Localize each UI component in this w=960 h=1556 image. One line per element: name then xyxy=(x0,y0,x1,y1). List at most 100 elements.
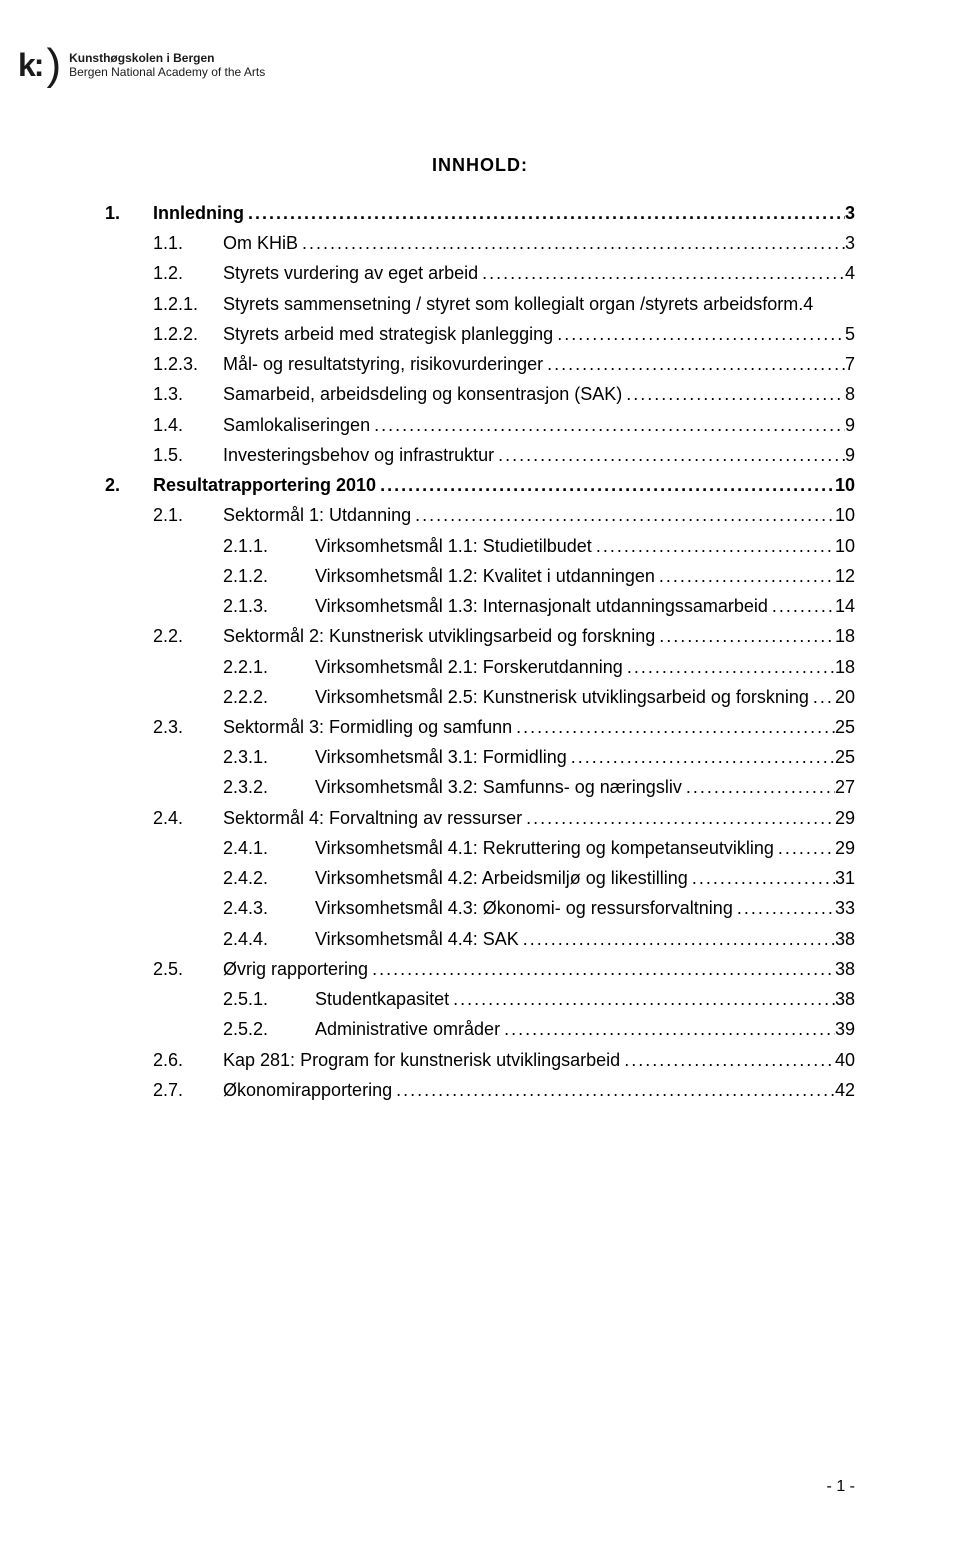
toc-dots: ........................................… xyxy=(478,258,845,288)
toc-entry: 1.2.Styrets vurdering av eget arbeid....… xyxy=(105,258,855,288)
toc-number: 2.5.2. xyxy=(223,1014,315,1044)
toc-dots: ........................................… xyxy=(543,349,845,379)
toc-page: 39 xyxy=(835,1014,855,1044)
toc-entry: 2.4.1.Virksomhetsmål 4.1: Rekruttering o… xyxy=(105,833,855,863)
toc-entry: 2.1.1.Virksomhetsmål 1.1: Studietilbudet… xyxy=(105,531,855,561)
toc-entry: 2.5.Øvrig rapportering..................… xyxy=(105,954,855,984)
toc-number: 2.4.2. xyxy=(223,863,315,893)
toc-text: Styrets arbeid med strategisk planleggin… xyxy=(223,319,553,349)
toc-text: Virksomhetsmål 2.5: Kunstnerisk utviklin… xyxy=(315,682,809,712)
toc-text: Sektormål 2: Kunstnerisk utviklingsarbei… xyxy=(223,621,655,651)
toc-text: Virksomhetsmål 4.3: Økonomi- og ressursf… xyxy=(315,893,733,923)
toc-entry: 2.7.Økonomirapportering.................… xyxy=(105,1075,855,1105)
toc-number: 1.2.2. xyxy=(153,319,223,349)
toc-text: Investeringsbehov og infrastruktur xyxy=(223,440,494,470)
toc-dots: ........................................… xyxy=(368,954,835,984)
toc-page: 9 xyxy=(845,410,855,440)
toc-page: 14 xyxy=(835,591,855,621)
toc-entry: 2.2.1.Virksomhetsmål 2.1: Forskerutdanni… xyxy=(105,652,855,682)
toc-number: 2.2. xyxy=(153,621,223,651)
toc-page: 20 xyxy=(835,682,855,712)
toc-dots: ........................................… xyxy=(620,1045,835,1075)
toc-dots: ........................................… xyxy=(244,198,845,228)
toc-dots: ........................................… xyxy=(622,379,845,409)
toc-page: 10 xyxy=(835,531,855,561)
toc-page: 27 xyxy=(835,772,855,802)
toc-number: 1. xyxy=(105,198,153,228)
toc-text: Kap 281: Program for kunstnerisk utvikli… xyxy=(223,1045,620,1075)
toc-number: 2.5.1. xyxy=(223,984,315,1014)
toc-entry: 1.3.Samarbeid, arbeidsdeling og konsentr… xyxy=(105,379,855,409)
content: INNHOLD: 1.Innledning...................… xyxy=(105,155,855,1105)
toc-number: 1.2.3. xyxy=(153,349,223,379)
toc-dots: ........................................… xyxy=(623,652,835,682)
toc-entry: 1.4.Samlokaliseringen...................… xyxy=(105,410,855,440)
toc-page: 38 xyxy=(835,954,855,984)
toc-dots: ........................................… xyxy=(500,1014,835,1044)
toc-page: 42 xyxy=(835,1075,855,1105)
toc-page: 31 xyxy=(835,863,855,893)
toc-dots: ........................................… xyxy=(768,591,835,621)
toc-number: 2.1.3. xyxy=(223,591,315,621)
toc-text: Resultatrapportering 2010 xyxy=(153,470,376,500)
toc-entry: 2.2.Sektormål 2: Kunstnerisk utviklingsa… xyxy=(105,621,855,651)
toc-dots: ........................................… xyxy=(688,863,835,893)
toc-entry: 2.Resultatrapportering 2010.............… xyxy=(105,470,855,500)
toc-dots: ........................................… xyxy=(592,531,835,561)
toc-number: 2.3. xyxy=(153,712,223,742)
toc-text: Sektormål 4: Forvaltning av ressurser xyxy=(223,803,522,833)
toc-number: 1.2.1. xyxy=(153,289,223,319)
toc-text: Virksomhetsmål 2.1: Forskerutdanning xyxy=(315,652,623,682)
toc-page: 4 xyxy=(845,258,855,288)
toc-entry: 1.2.3.Mål- og resultatstyring, risikovur… xyxy=(105,349,855,379)
toc-entry: 2.1.2.Virksomhetsmål 1.2: Kvalitet i utd… xyxy=(105,561,855,591)
header: k: ) Kunsthøgskolen i Bergen Bergen Nati… xyxy=(18,40,265,90)
toc-number: 1.5. xyxy=(153,440,223,470)
toc-text: Øvrig rapportering xyxy=(223,954,368,984)
toc-entry: 1.2.1.Styrets sammensetning / styret som… xyxy=(105,289,855,319)
toc-entry: 2.3.Sektormål 3: Formidling og samfunn..… xyxy=(105,712,855,742)
page-number: - 1 - xyxy=(827,1478,855,1496)
toc-page: 29 xyxy=(835,833,855,863)
logo-k-icon: k: xyxy=(18,47,42,84)
table-of-contents: 1.Innledning............................… xyxy=(105,198,855,1105)
toc-dots: ........................................… xyxy=(655,561,835,591)
toc-page: 10 xyxy=(835,470,855,500)
toc-text: Virksomhetsmål 4.2: Arbeidsmiljø og like… xyxy=(315,863,688,893)
toc-number: 2.2.2. xyxy=(223,682,315,712)
toc-text: Sektormål 1: Utdanning xyxy=(223,500,411,530)
org-names: Kunsthøgskolen i Bergen Bergen National … xyxy=(69,51,265,80)
toc-dots: ........................................… xyxy=(494,440,845,470)
toc-entry: 1.1.Om KHiB.............................… xyxy=(105,228,855,258)
toc-page: 9 xyxy=(845,440,855,470)
toc-text: Mål- og resultatstyring, risikovurdering… xyxy=(223,349,543,379)
toc-text: Studentkapasitet xyxy=(315,984,449,1014)
toc-page: 40 xyxy=(835,1045,855,1075)
toc-dots: ........................................… xyxy=(519,924,835,954)
toc-number: 2.6. xyxy=(153,1045,223,1075)
toc-page: 12 xyxy=(835,561,855,591)
toc-text: Om KHiB xyxy=(223,228,298,258)
toc-page: 3 xyxy=(845,228,855,258)
toc-number: 1.3. xyxy=(153,379,223,409)
toc-page: 5 xyxy=(845,319,855,349)
toc-entry: 2.1.Sektormål 1: Utdanning..............… xyxy=(105,500,855,530)
toc-number: 2.3.1. xyxy=(223,742,315,772)
toc-entry: 1.2.2.Styrets arbeid med strategisk plan… xyxy=(105,319,855,349)
toc-dots: ........................................… xyxy=(774,833,835,863)
toc-entry: 2.4.Sektormål 4: Forvaltning av ressurse… xyxy=(105,803,855,833)
toc-text: Virksomhetsmål 1.1: Studietilbudet xyxy=(315,531,592,561)
toc-page: 25 xyxy=(835,742,855,772)
toc-dots: ........................................… xyxy=(392,1075,835,1105)
toc-entry: 2.3.1.Virksomhetsmål 3.1: Formidling....… xyxy=(105,742,855,772)
toc-text: Innledning xyxy=(153,198,244,228)
toc-number: 2.3.2. xyxy=(223,772,315,802)
toc-text: Sektormål 3: Formidling og samfunn xyxy=(223,712,512,742)
page-title: INNHOLD: xyxy=(105,155,855,176)
toc-entry: 2.4.4.Virksomhetsmål 4.4: SAK...........… xyxy=(105,924,855,954)
toc-number: 1.1. xyxy=(153,228,223,258)
toc-dots: ........................................… xyxy=(411,500,835,530)
toc-number: 2.2.1. xyxy=(223,652,315,682)
toc-page: 8 xyxy=(845,379,855,409)
toc-dots: ........................................… xyxy=(512,712,835,742)
